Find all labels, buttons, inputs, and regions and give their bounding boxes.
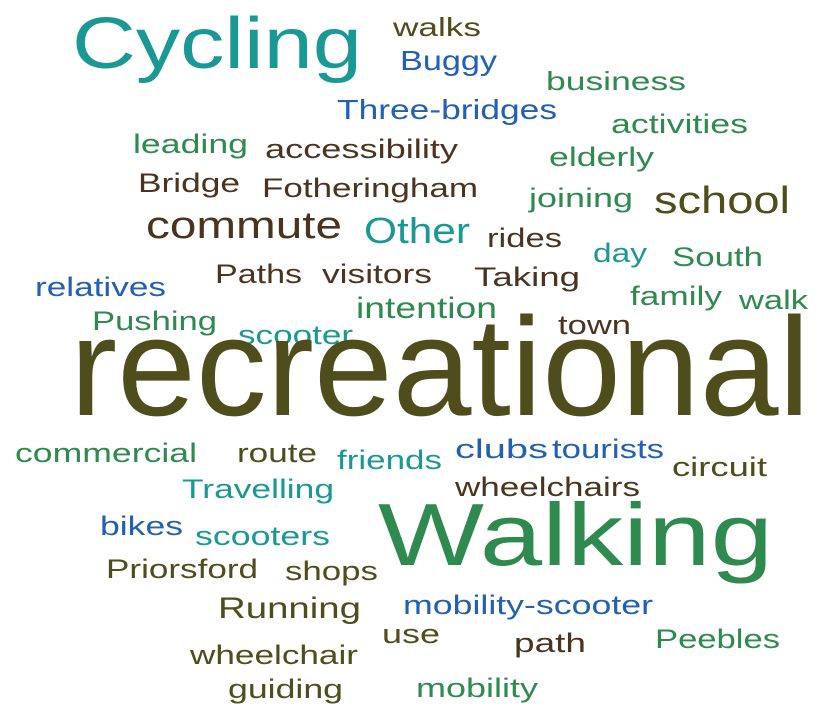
word: use: [382, 619, 440, 649]
word: South: [672, 242, 763, 272]
word: Travelling: [182, 474, 334, 504]
word: joining: [528, 183, 633, 213]
word: Running: [218, 592, 361, 625]
word: walk: [738, 285, 809, 315]
word: Three-bridges: [337, 94, 557, 125]
word: Bridge: [138, 168, 240, 198]
word: day: [593, 238, 648, 268]
word: Other: [364, 210, 470, 251]
word: mobility-scooter: [403, 590, 653, 620]
word: wheelchair: [189, 640, 358, 670]
word: shops: [285, 556, 378, 586]
word: Fotheringham: [262, 173, 478, 203]
word: intention: [356, 292, 497, 325]
word: leading: [133, 129, 248, 159]
word: visitors: [322, 259, 432, 289]
word: business: [546, 66, 686, 96]
word: elderly: [549, 142, 655, 172]
word: commercial: [15, 438, 197, 468]
word: Buggy: [400, 45, 497, 76]
word: Walking: [378, 485, 773, 584]
word: Peebles: [655, 624, 780, 654]
word: accessibility: [265, 134, 459, 164]
word: rides: [487, 223, 562, 253]
word: mobility: [416, 673, 539, 703]
word: path: [514, 628, 586, 658]
word: tourists: [552, 434, 664, 464]
word: wheelchairs: [454, 472, 640, 502]
word: activities: [611, 109, 748, 139]
word: circuit: [672, 452, 768, 482]
word: Paths: [215, 259, 302, 289]
word: Priorsford: [106, 554, 258, 584]
word: clubs: [455, 434, 548, 464]
word: recreational: [70, 288, 810, 445]
word: relatives: [35, 272, 166, 302]
word: commute: [146, 205, 342, 247]
word: family: [630, 281, 723, 311]
word: route: [237, 438, 317, 468]
word: school: [654, 180, 790, 222]
word: Pushing: [92, 306, 217, 336]
word: scooter: [238, 320, 353, 350]
word: bikes: [100, 511, 183, 541]
word: town: [558, 310, 631, 340]
word: guiding: [228, 674, 343, 704]
word: Cycling: [72, 4, 362, 84]
word: friends: [337, 445, 442, 475]
word: scooters: [195, 521, 330, 551]
word: Taking: [474, 262, 580, 292]
word: walks: [392, 12, 481, 42]
